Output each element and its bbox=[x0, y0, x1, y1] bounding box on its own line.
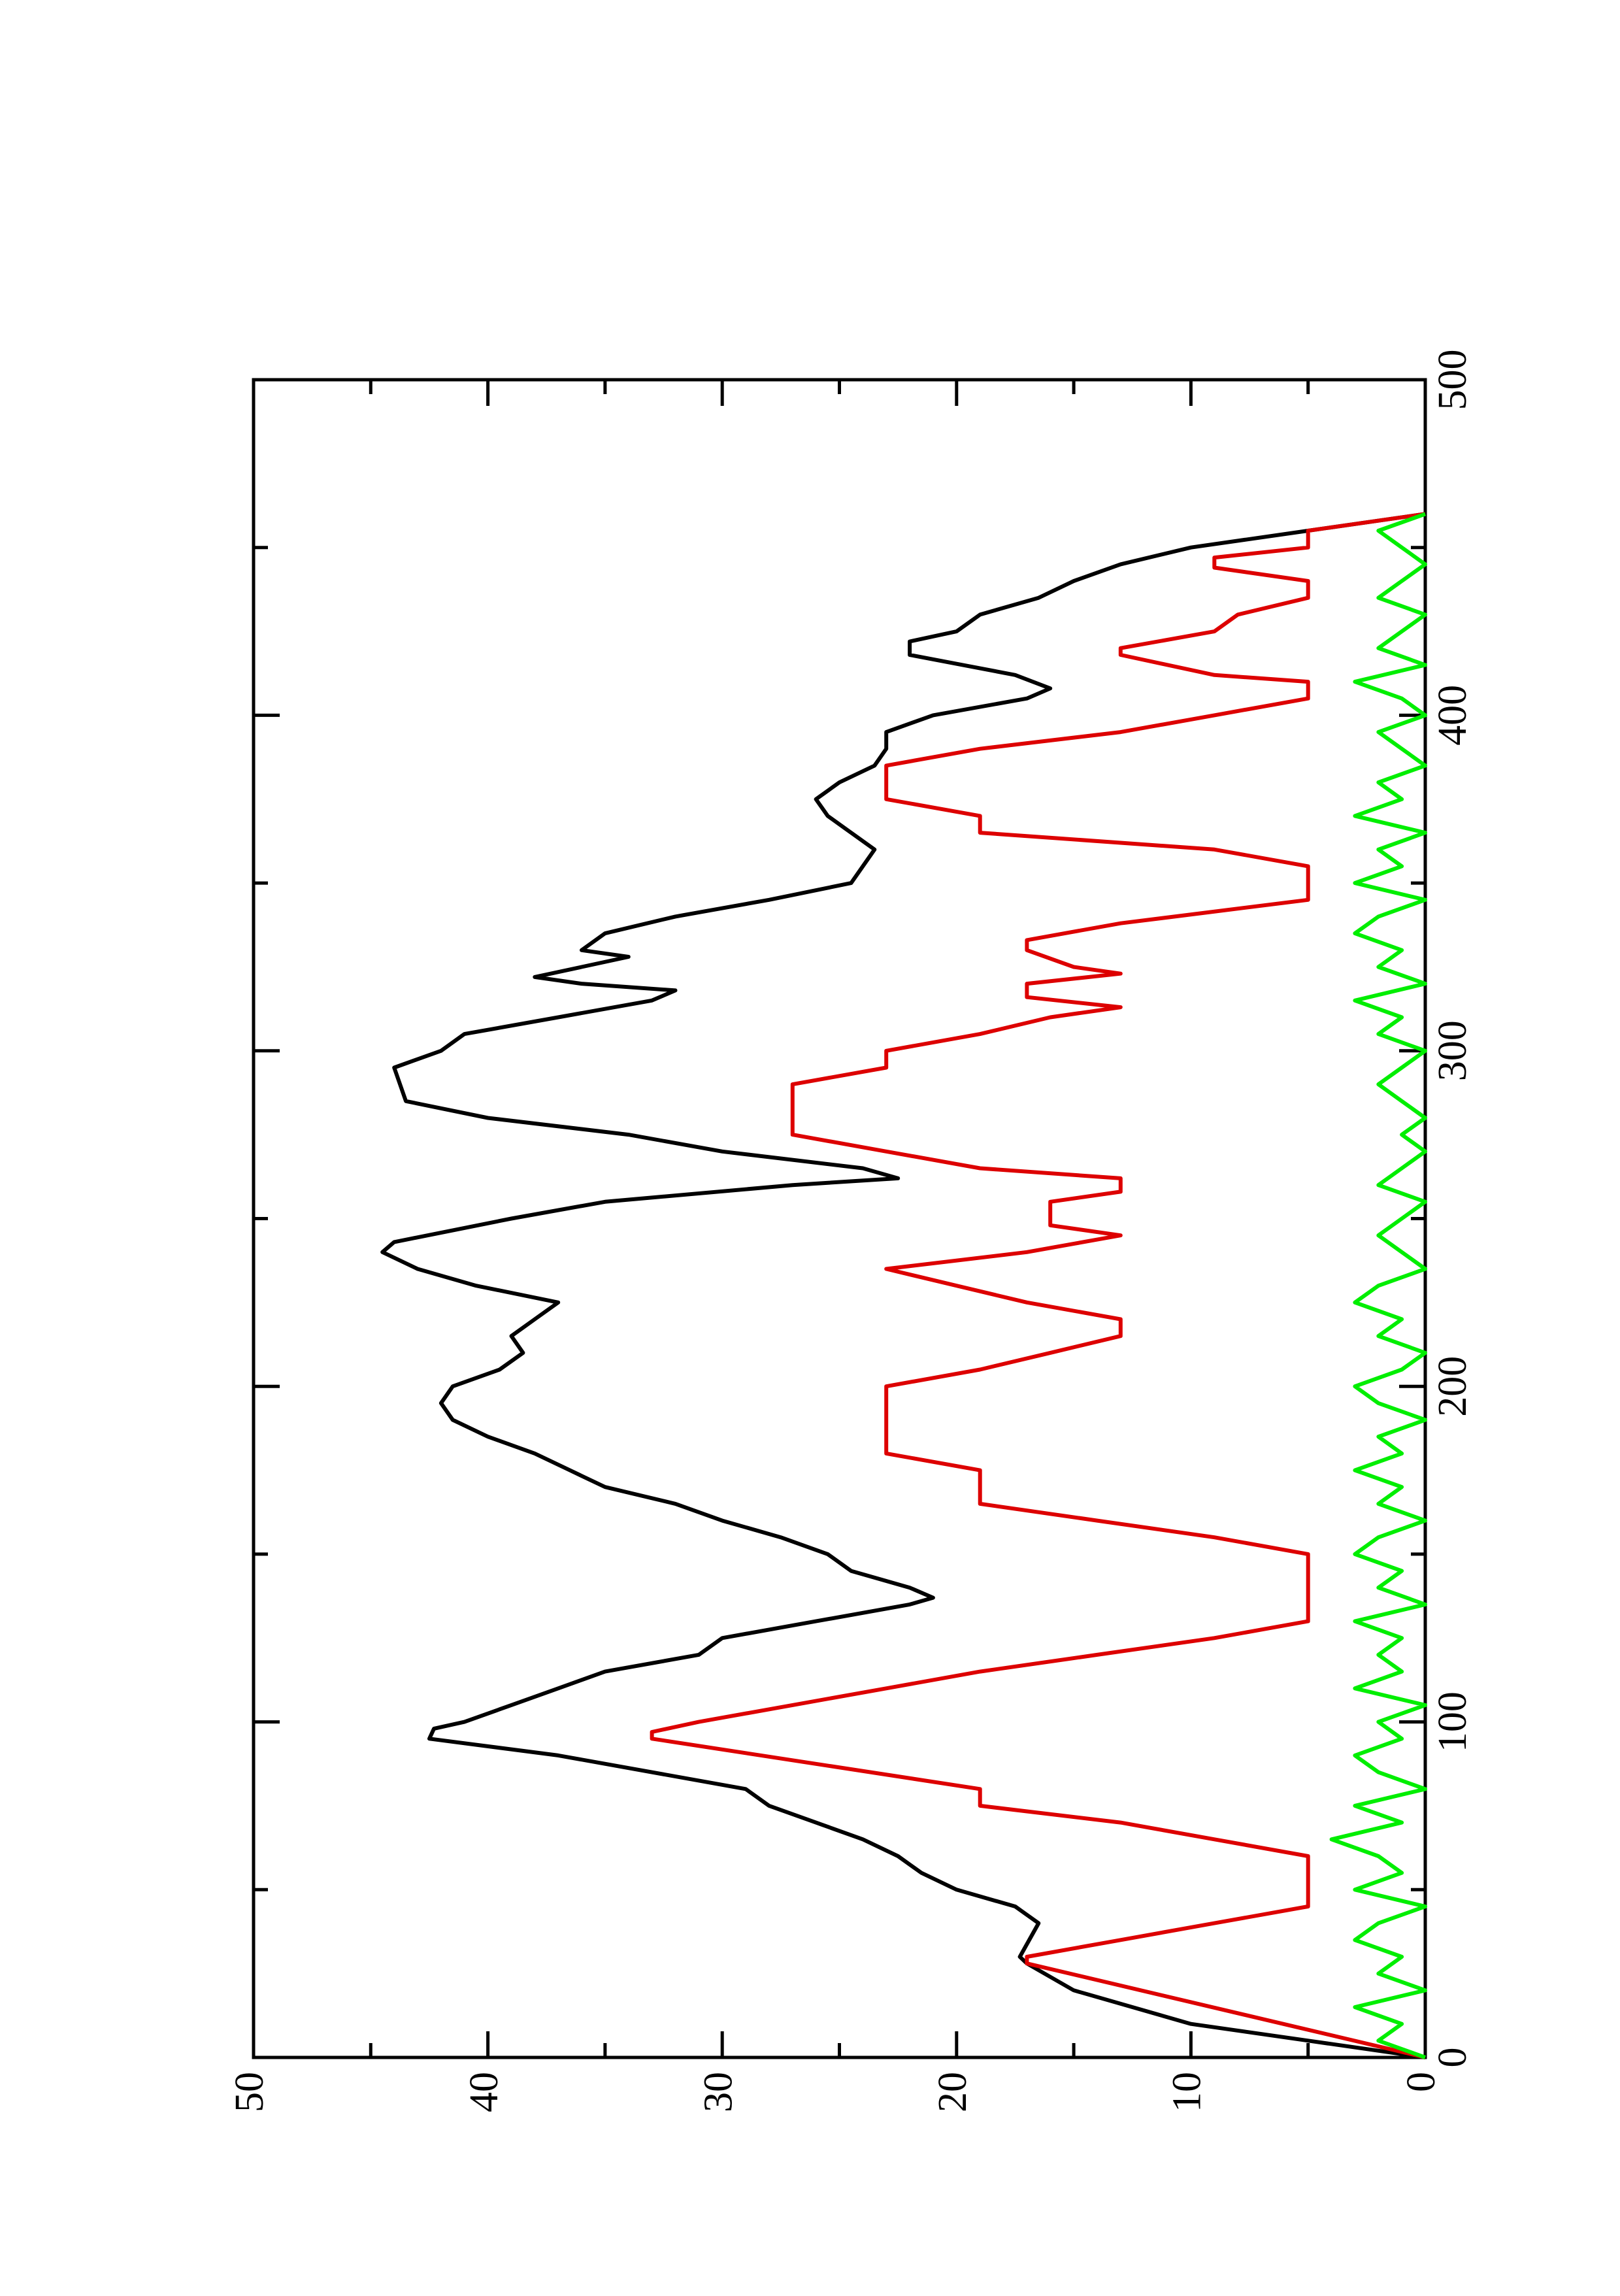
x-tick-label: 200 bbox=[1430, 1356, 1475, 1417]
y-tick-label: 40 bbox=[462, 2072, 506, 2112]
y-tick-label: 20 bbox=[931, 2072, 975, 2112]
y-tick-label: 30 bbox=[696, 2072, 740, 2112]
x-tick-label: 0 bbox=[1430, 2048, 1475, 2068]
y-tick-label: 50 bbox=[227, 2072, 272, 2112]
series-line bbox=[380, 512, 1426, 2059]
x-tick-label: 400 bbox=[1430, 685, 1475, 746]
series-line bbox=[1329, 512, 1427, 2059]
x-tick-label: 300 bbox=[1430, 1020, 1475, 1081]
series-line bbox=[650, 512, 1426, 2059]
y-tick-label: 0 bbox=[1399, 2072, 1444, 2092]
y-tick-label: 10 bbox=[1165, 2072, 1210, 2112]
plot-frame bbox=[252, 378, 1427, 2059]
x-tick-label: 100 bbox=[1430, 1691, 1475, 1752]
x-tick-label: 500 bbox=[1430, 350, 1475, 410]
